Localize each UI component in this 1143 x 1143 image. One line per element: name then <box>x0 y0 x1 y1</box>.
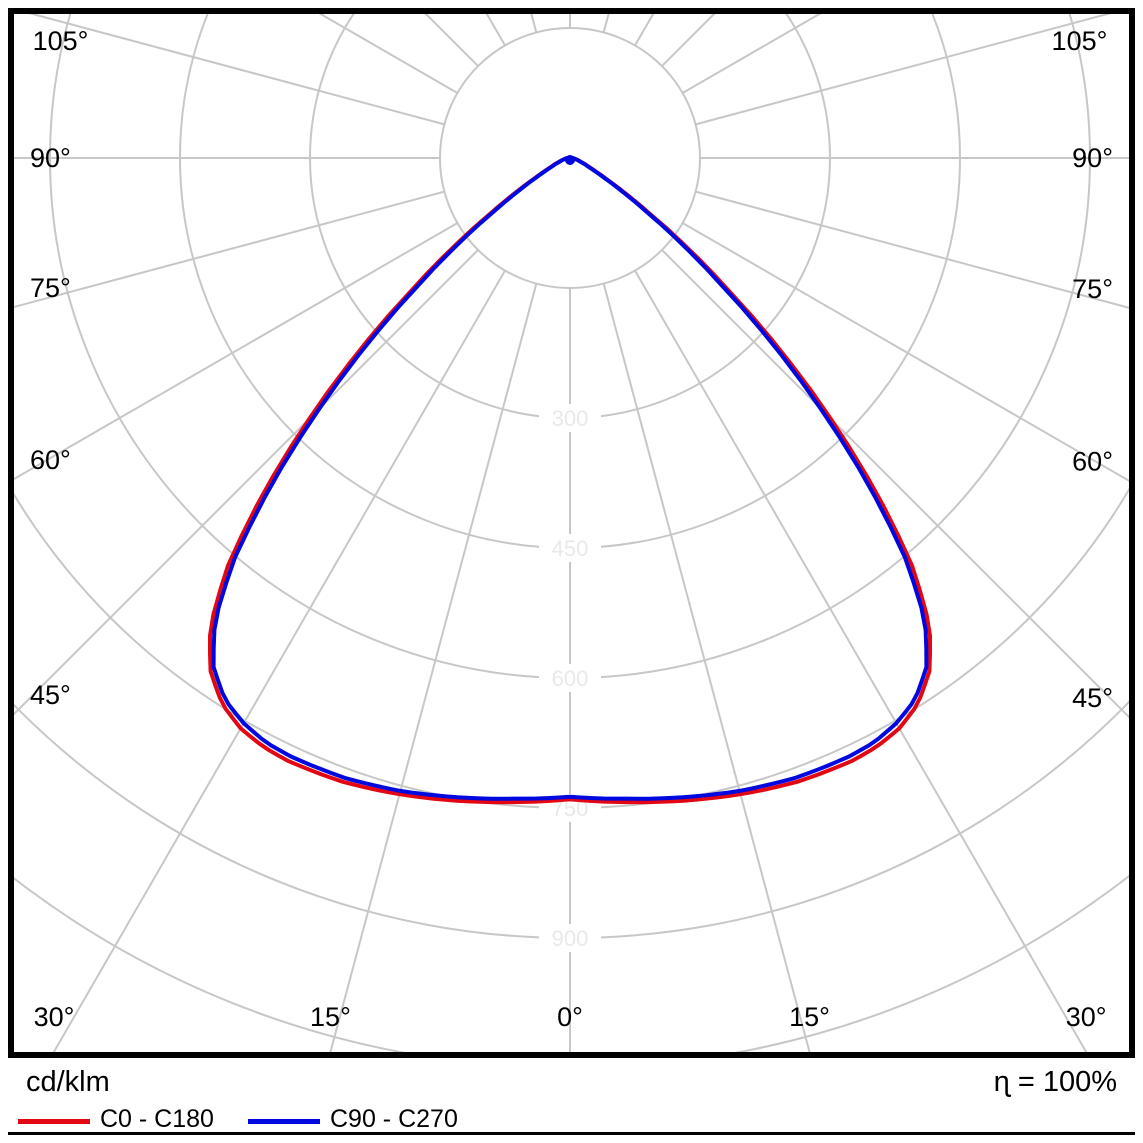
legend-label-c90-c270: C90 - C270 <box>330 1105 458 1133</box>
svg-text:105°: 105° <box>33 26 89 56</box>
legend-swatch-c0-c180 <box>18 1119 90 1124</box>
svg-text:105°: 105° <box>1052 26 1108 56</box>
svg-text:15°: 15° <box>310 1002 351 1032</box>
chart-footer: cd/klm ɳ = 100% C0 - C180 C90 - C270 <box>0 1058 1143 1143</box>
svg-text:60°: 60° <box>30 445 71 475</box>
svg-text:30°: 30° <box>34 1002 75 1032</box>
svg-text:450: 450 <box>552 536 589 561</box>
svg-text:900: 900 <box>552 926 589 951</box>
svg-text:75°: 75° <box>1072 274 1113 304</box>
svg-text:90°: 90° <box>1072 143 1113 173</box>
legend-swatch-c90-c270 <box>248 1119 320 1124</box>
svg-text:45°: 45° <box>30 680 71 710</box>
bottom-rule <box>8 1132 1135 1135</box>
svg-text:60°: 60° <box>1072 447 1113 477</box>
svg-text:45°: 45° <box>1072 683 1113 713</box>
svg-text:15°: 15° <box>789 1002 830 1032</box>
svg-text:300: 300 <box>552 406 589 431</box>
polar-plot-frame: 300 450 600 750 900 105° 105° 90° 90° 75° 75° 60° 60… <box>8 8 1135 1058</box>
svg-text:75°: 75° <box>30 273 71 303</box>
svg-text:600: 600 <box>552 666 589 691</box>
svg-text:90°: 90° <box>30 143 71 173</box>
efficiency-value: ɳ = 100% <box>993 1066 1117 1098</box>
units-label: cd/klm <box>26 1066 110 1098</box>
legend-label-c0-c180: C0 - C180 <box>100 1105 214 1133</box>
svg-text:30°: 30° <box>1066 1002 1107 1032</box>
svg-text:0°: 0° <box>557 1002 583 1032</box>
